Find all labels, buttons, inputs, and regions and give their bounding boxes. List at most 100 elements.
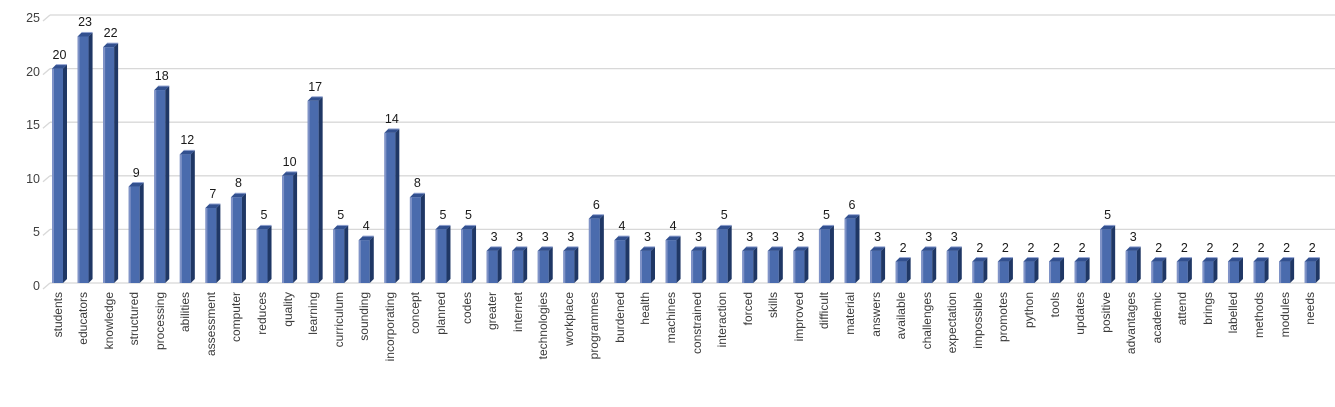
bar-highlight — [921, 250, 924, 283]
category-label: python — [1021, 292, 1036, 329]
bar — [282, 175, 294, 283]
bar-top — [77, 32, 93, 37]
category-label: material — [843, 292, 857, 335]
bar — [77, 36, 89, 283]
bar-value-label: 4 — [669, 219, 677, 234]
bar-top — [486, 246, 502, 251]
bar — [1100, 229, 1112, 283]
category-label: burdened — [612, 292, 627, 343]
category-label: constrained — [689, 292, 704, 355]
category-label: forced — [740, 292, 755, 326]
bar-value-label: 6 — [592, 197, 600, 212]
category-label: students — [50, 292, 65, 338]
bar — [1023, 261, 1035, 283]
bar-side — [216, 203, 221, 283]
bar-highlight — [358, 240, 361, 283]
bar-highlight — [154, 90, 157, 283]
bar-top — [1049, 257, 1065, 262]
category-label: interaction — [715, 292, 730, 348]
bar-top — [128, 182, 144, 187]
bar — [870, 250, 882, 283]
bar — [307, 100, 319, 283]
bar-top — [844, 214, 860, 219]
bar — [409, 197, 421, 283]
bar-side — [1213, 257, 1218, 283]
bar-highlight — [588, 218, 591, 283]
bar — [844, 218, 856, 283]
category-label: greater — [485, 292, 500, 331]
bar-side — [599, 214, 604, 283]
category-label: advantages — [1124, 292, 1139, 355]
bar-highlight — [1023, 261, 1026, 283]
bar-highlight — [1253, 261, 1256, 283]
y-tick-label: 15 — [26, 118, 40, 133]
category-label: sounding — [357, 292, 372, 341]
bar-side — [1315, 257, 1320, 283]
bar-highlight — [461, 229, 464, 283]
bar-highlight — [486, 250, 489, 283]
bar-highlight — [307, 100, 310, 283]
bar-top — [588, 214, 604, 219]
gridline-depth-edge — [42, 68, 51, 76]
bar-value-label: 5 — [1104, 208, 1112, 223]
category-label: processing — [152, 292, 167, 351]
bar-side — [1264, 257, 1269, 283]
bar-highlight — [1304, 261, 1307, 283]
category-label: planned — [433, 292, 448, 335]
bar-value-label: 5 — [439, 208, 447, 223]
bar-side — [139, 182, 144, 283]
bar-highlight — [767, 250, 770, 283]
bar-highlight — [256, 229, 259, 283]
bar — [1227, 261, 1239, 283]
category-label: improved — [791, 292, 806, 342]
bar-highlight — [179, 154, 182, 283]
bar — [52, 68, 63, 283]
bar-highlight — [639, 250, 642, 283]
bar-highlight — [282, 175, 285, 283]
bar-top — [1202, 257, 1218, 262]
bar-value-label: 2 — [1027, 240, 1035, 255]
bar-top — [230, 193, 246, 198]
bar-side — [165, 86, 170, 283]
bar-highlight — [1074, 261, 1077, 283]
bar-side — [753, 246, 758, 283]
bar-highlight — [384, 132, 387, 283]
y-tick-label: 20 — [26, 64, 40, 79]
category-label: machines — [664, 292, 679, 344]
bar-side — [804, 246, 809, 283]
bar — [358, 240, 370, 283]
bar-value-label: 2 — [1308, 240, 1316, 255]
bar-side — [497, 246, 502, 283]
bar-value-label: 5 — [822, 208, 830, 223]
bar-top — [1253, 257, 1269, 262]
bar-side — [1111, 225, 1116, 283]
y-tick-label: 0 — [33, 279, 40, 293]
category-label: abilities — [178, 292, 193, 333]
bar-side — [727, 225, 732, 283]
bar-value-label: 2 — [1155, 240, 1163, 255]
category-label: health — [638, 292, 653, 325]
bar-value-label: 2 — [1180, 240, 1188, 255]
bar-highlight — [844, 218, 847, 283]
bar — [691, 250, 703, 283]
bar-value-label: 5 — [260, 208, 268, 223]
category-label: reduces — [255, 292, 270, 335]
bar — [154, 90, 166, 283]
bar — [256, 229, 268, 283]
bar-side — [676, 236, 681, 283]
bar-highlight — [665, 240, 668, 283]
y-tick-label: 5 — [33, 225, 40, 240]
bar-highlight — [972, 261, 975, 283]
bar — [1202, 261, 1214, 283]
bar-side — [548, 246, 553, 283]
bar-highlight — [895, 261, 898, 283]
bar-value-label: 3 — [950, 229, 958, 244]
bar-top — [537, 246, 553, 251]
bar-highlight — [1151, 261, 1154, 283]
bar-top — [154, 86, 170, 91]
category-label: learning — [306, 292, 321, 335]
bar-value-label: 10 — [282, 154, 297, 169]
bar — [486, 250, 498, 283]
category-label: brings — [1200, 292, 1215, 325]
